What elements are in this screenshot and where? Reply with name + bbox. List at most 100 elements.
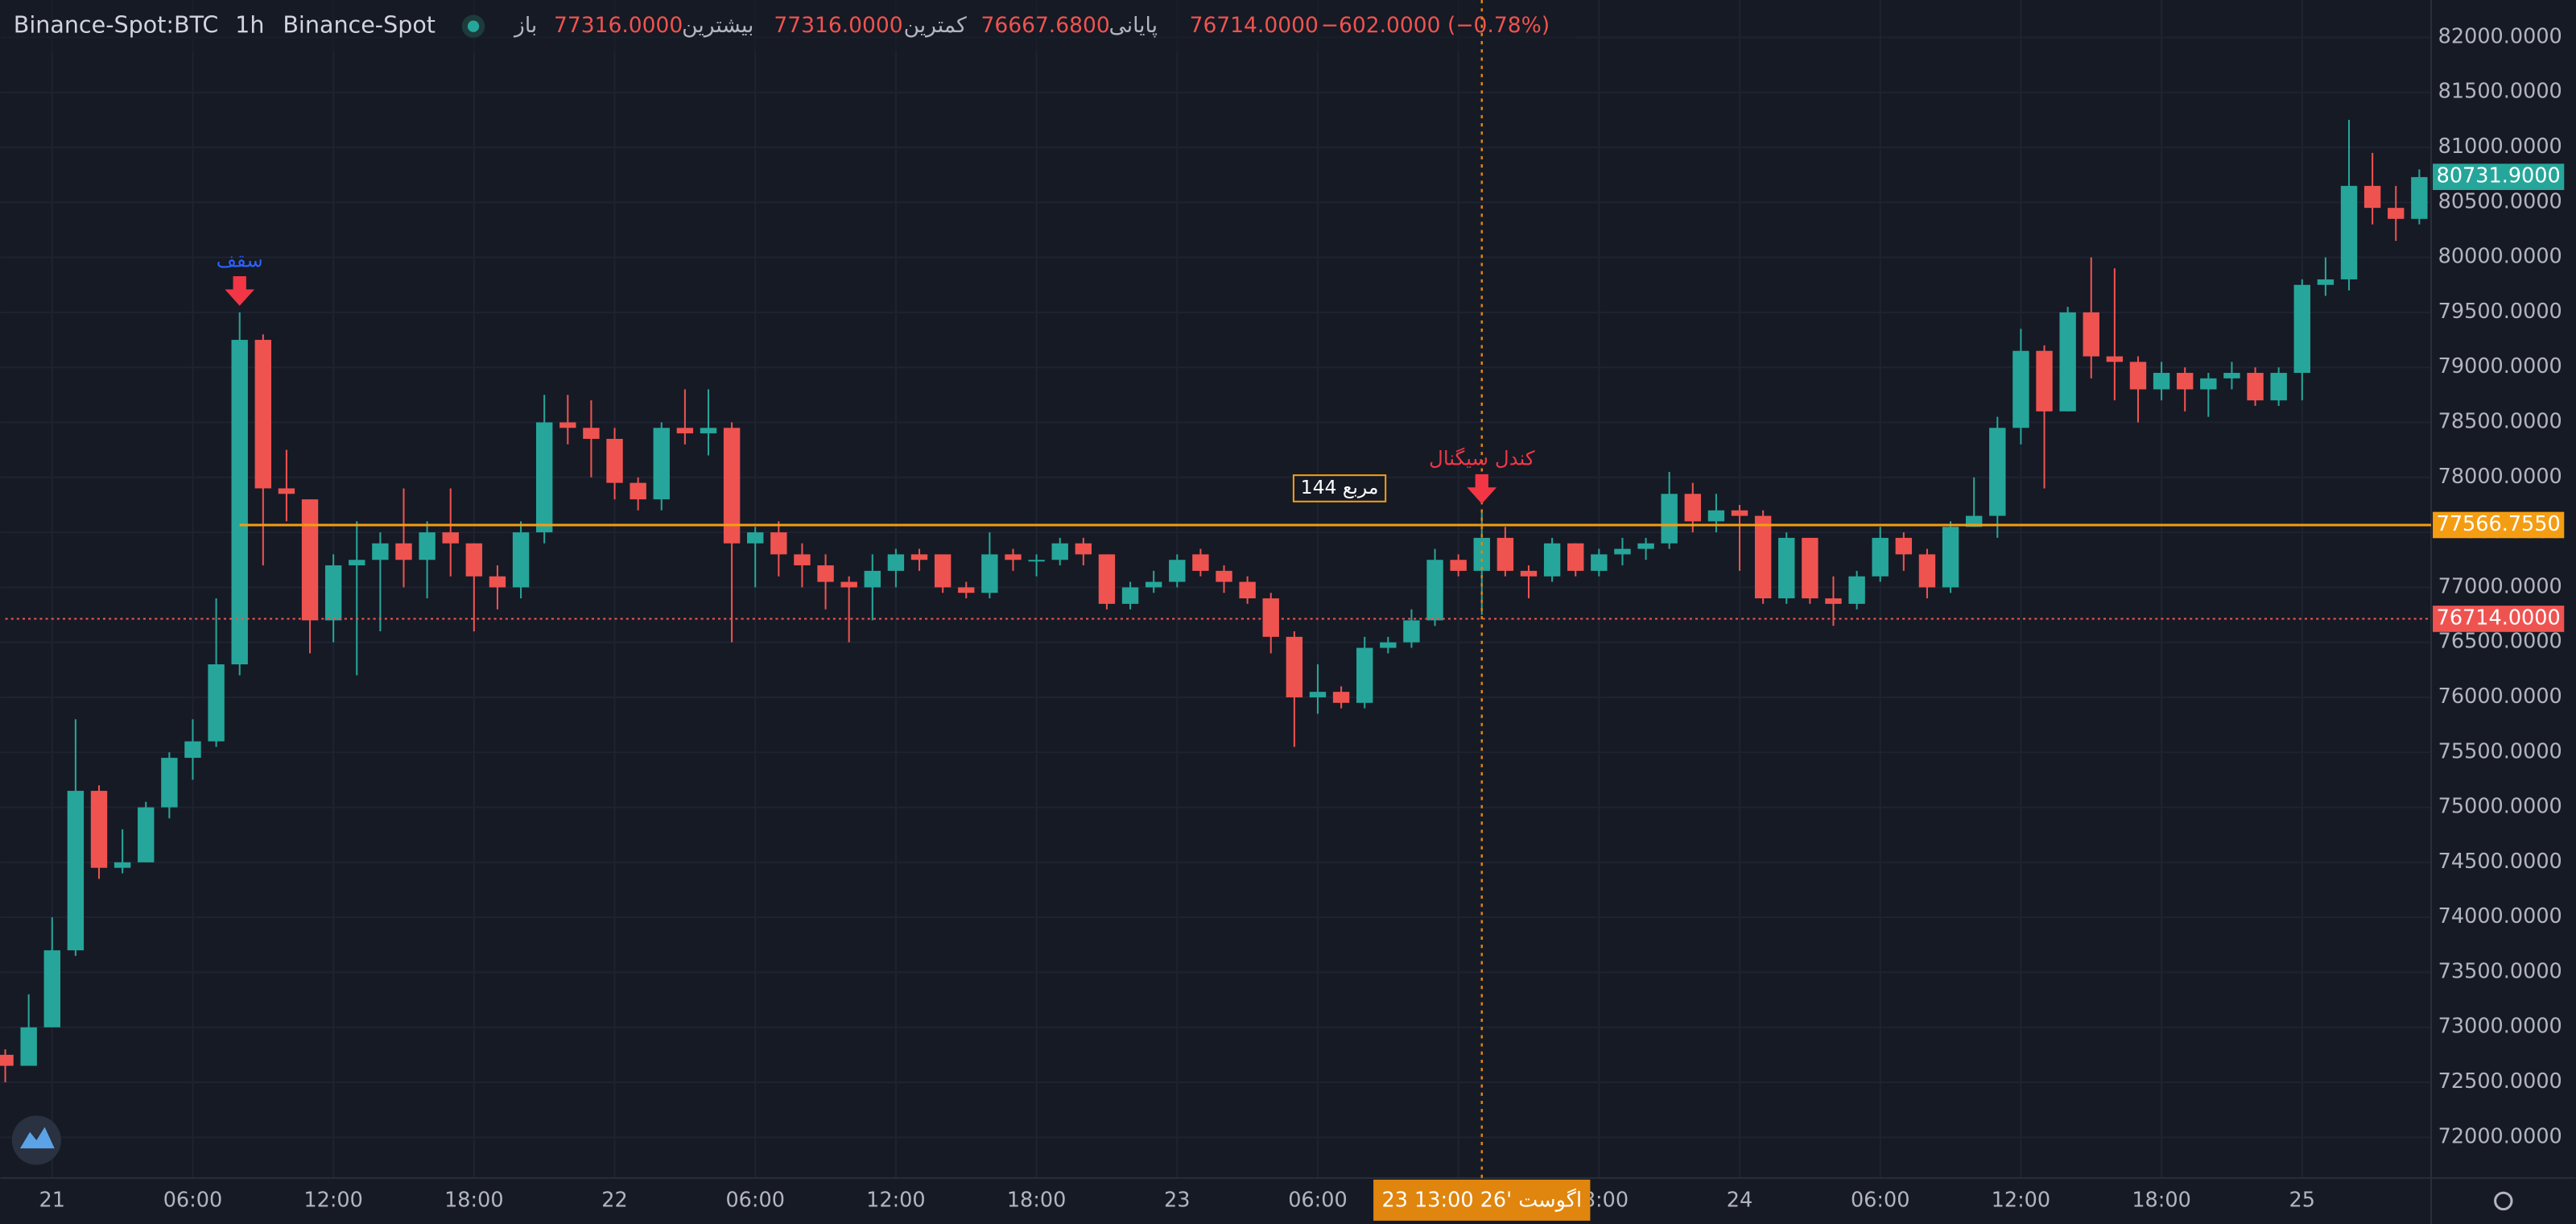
candle-body	[67, 791, 85, 951]
price-label-bg	[2433, 511, 2565, 539]
box-label-bg	[1292, 474, 1387, 502]
candle-body	[2177, 373, 2194, 390]
legend-label: کمترین	[904, 13, 968, 38]
candle-body	[535, 422, 553, 533]
candle-body	[1591, 554, 1608, 571]
y-tick-label: 78000.0000	[2438, 465, 2562, 489]
symbol: Binance-Spot:BTC	[14, 11, 219, 39]
candle-body	[864, 570, 881, 588]
candle-body	[395, 543, 412, 560]
candle-body	[301, 499, 319, 621]
annotation-arrow	[225, 276, 255, 306]
candle-body	[1614, 548, 1631, 555]
candle-body	[2388, 208, 2405, 219]
x-tick-label: 18:00	[2132, 1188, 2190, 1212]
x-tick-label: 18:00	[444, 1188, 504, 1212]
crosshair-label: 23 اگوست '26 13:00	[1381, 1188, 1582, 1212]
candle-body	[981, 554, 998, 593]
y-tick-label: 81000.0000	[2438, 134, 2562, 159]
candle-body	[840, 581, 857, 588]
candle-body	[747, 532, 764, 544]
candle-body	[1895, 537, 1913, 555]
candle-body	[1473, 537, 1490, 571]
candle-body	[2059, 312, 2076, 411]
candle-body	[2223, 373, 2240, 378]
candle-body	[2013, 350, 2029, 428]
candle-body	[1262, 598, 1279, 637]
candle-body	[349, 560, 365, 566]
crosshair-label-bg	[1373, 1179, 1591, 1221]
candle-body	[1005, 554, 1022, 560]
candle-body	[1637, 543, 1654, 549]
legend-value: 76714.0000	[1190, 13, 1319, 38]
y-tick-label: 80500.0000	[2438, 189, 2562, 213]
candle-body	[161, 758, 178, 808]
candle-body	[559, 422, 576, 428]
candle-body	[1356, 647, 1373, 703]
candle-body	[794, 554, 811, 566]
y-tick-label: 79000.0000	[2438, 354, 2562, 378]
candle-body	[0, 1054, 14, 1066]
settings-icon[interactable]	[2494, 1191, 2513, 1211]
x-tick-label: 25	[2289, 1188, 2315, 1212]
candle-body	[1520, 570, 1538, 577]
candle-body	[2200, 378, 2217, 390]
candle-body	[138, 807, 155, 862]
candle-body	[1567, 543, 1584, 571]
gear[interactable]	[2494, 1191, 2513, 1211]
y-tick-label: 72000.0000	[2438, 1124, 2562, 1148]
interval: 1h	[235, 11, 264, 39]
candle-body	[1825, 598, 1842, 604]
legend-change: −602.0000 (−0.78%)	[1321, 13, 1550, 38]
candle-body	[583, 428, 600, 439]
candle-body	[1661, 494, 1678, 544]
x-tick-label: 22	[601, 1188, 627, 1212]
candle-body	[1731, 510, 1748, 516]
candle-body	[114, 862, 131, 868]
candle-body	[2411, 176, 2428, 219]
candle-body	[278, 488, 295, 494]
x-tick-label: 06:00	[1288, 1188, 1348, 1212]
legend-value: 77316.0000	[554, 13, 683, 38]
annotation-arrow	[1467, 473, 1497, 504]
y-tick-label: 82000.0000	[2438, 24, 2562, 48]
price-label: 80731.9000	[2437, 164, 2561, 188]
candle-body	[676, 428, 694, 434]
candle-body	[1872, 537, 1889, 577]
candle-body	[1286, 636, 1303, 697]
candle-body	[1543, 543, 1561, 577]
candle-body	[90, 791, 108, 868]
candle-body	[817, 565, 834, 582]
candle-body	[934, 554, 952, 588]
candle-body	[2129, 362, 2147, 390]
y-tick-label: 80000.0000	[2438, 245, 2562, 269]
exchange: Binance-Spot	[283, 11, 436, 39]
candle-body	[653, 428, 670, 500]
y-tick-label: 79500.0000	[2438, 300, 2562, 324]
candle-body	[1684, 494, 1702, 522]
legend-bg	[0, 0, 1578, 53]
x-tick-label: 06:00	[163, 1188, 223, 1212]
candle-body	[2153, 373, 2170, 390]
candle-body	[1380, 642, 1397, 648]
candle-body	[512, 532, 530, 588]
y-tick-label: 73500.0000	[2438, 959, 2562, 983]
legend-label: پایانی	[1109, 13, 1158, 38]
candle-body	[1121, 587, 1139, 604]
candle-body	[1075, 543, 1092, 555]
candle-body	[442, 532, 459, 544]
annotation-text: کندل سیگنال	[1429, 447, 1535, 470]
y-tick-label: 72500.0000	[2438, 1069, 2562, 1094]
y-tick-label: 77000.0000	[2438, 574, 2562, 598]
candle-body	[208, 664, 225, 742]
candle-body	[1707, 510, 1725, 522]
candle-body	[1028, 560, 1045, 562]
candle-body	[1918, 554, 1936, 588]
box-label: مربع 144	[1301, 476, 1379, 498]
logo[interactable]	[11, 1115, 61, 1165]
candle-body	[43, 950, 60, 1028]
price-label-bg	[2433, 163, 2565, 190]
y-tick-label: 81500.0000	[2438, 80, 2562, 104]
candle-body	[1051, 543, 1068, 560]
